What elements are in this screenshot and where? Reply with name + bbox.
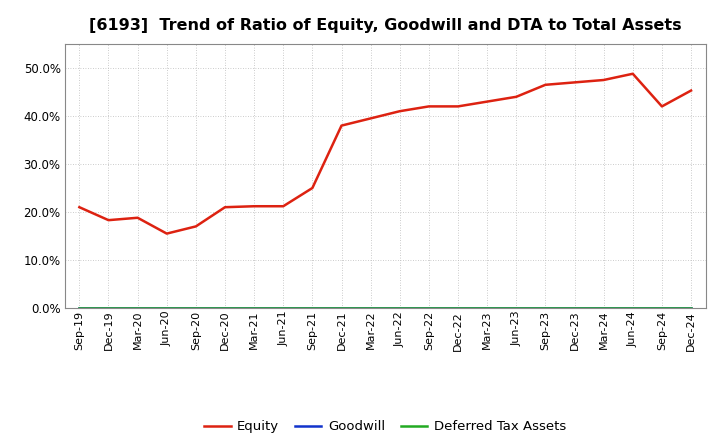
Deferred Tax Assets <box>163 305 171 311</box>
Equity <box>687 88 696 93</box>
Equity <box>425 104 433 109</box>
Deferred Tax Assets <box>75 305 84 311</box>
Deferred Tax Assets <box>395 305 404 311</box>
Deferred Tax Assets <box>629 305 637 311</box>
Goodwill <box>483 305 492 311</box>
Goodwill <box>133 305 142 311</box>
Goodwill <box>104 305 113 311</box>
Deferred Tax Assets <box>250 305 258 311</box>
Goodwill <box>308 305 317 311</box>
Deferred Tax Assets <box>220 305 229 311</box>
Deferred Tax Assets <box>104 305 113 311</box>
Equity <box>133 215 142 220</box>
Deferred Tax Assets <box>687 305 696 311</box>
Equity <box>512 94 521 99</box>
Goodwill <box>279 305 287 311</box>
Goodwill <box>657 305 666 311</box>
Deferred Tax Assets <box>570 305 579 311</box>
Deferred Tax Assets <box>337 305 346 311</box>
Goodwill <box>629 305 637 311</box>
Deferred Tax Assets <box>366 305 375 311</box>
Equity <box>454 104 462 109</box>
Goodwill <box>599 305 608 311</box>
Equity <box>541 82 550 88</box>
Equity <box>337 123 346 128</box>
Equity <box>599 77 608 83</box>
Equity <box>570 80 579 85</box>
Equity <box>104 217 113 223</box>
Equity <box>220 205 229 210</box>
Equity <box>163 231 171 236</box>
Equity <box>192 224 200 229</box>
Goodwill <box>512 305 521 311</box>
Goodwill <box>250 305 258 311</box>
Line: Equity: Equity <box>79 74 691 234</box>
Deferred Tax Assets <box>279 305 287 311</box>
Goodwill <box>454 305 462 311</box>
Deferred Tax Assets <box>192 305 200 311</box>
Goodwill <box>570 305 579 311</box>
Goodwill <box>163 305 171 311</box>
Equity <box>308 185 317 191</box>
Goodwill <box>75 305 84 311</box>
Equity <box>629 71 637 77</box>
Equity <box>657 104 666 109</box>
Goodwill <box>395 305 404 311</box>
Deferred Tax Assets <box>483 305 492 311</box>
Goodwill <box>366 305 375 311</box>
Legend: Equity, Goodwill, Deferred Tax Assets: Equity, Goodwill, Deferred Tax Assets <box>199 415 572 439</box>
Equity <box>75 205 84 210</box>
Deferred Tax Assets <box>657 305 666 311</box>
Equity <box>279 204 287 209</box>
Deferred Tax Assets <box>454 305 462 311</box>
Goodwill <box>192 305 200 311</box>
Goodwill <box>687 305 696 311</box>
Goodwill <box>220 305 229 311</box>
Deferred Tax Assets <box>133 305 142 311</box>
Deferred Tax Assets <box>512 305 521 311</box>
Equity <box>483 99 492 104</box>
Goodwill <box>337 305 346 311</box>
Equity <box>250 204 258 209</box>
Deferred Tax Assets <box>308 305 317 311</box>
Deferred Tax Assets <box>541 305 550 311</box>
Goodwill <box>541 305 550 311</box>
Equity <box>395 109 404 114</box>
Title: [6193]  Trend of Ratio of Equity, Goodwill and DTA to Total Assets: [6193] Trend of Ratio of Equity, Goodwil… <box>89 18 682 33</box>
Goodwill <box>425 305 433 311</box>
Equity <box>366 116 375 121</box>
Deferred Tax Assets <box>425 305 433 311</box>
Deferred Tax Assets <box>599 305 608 311</box>
